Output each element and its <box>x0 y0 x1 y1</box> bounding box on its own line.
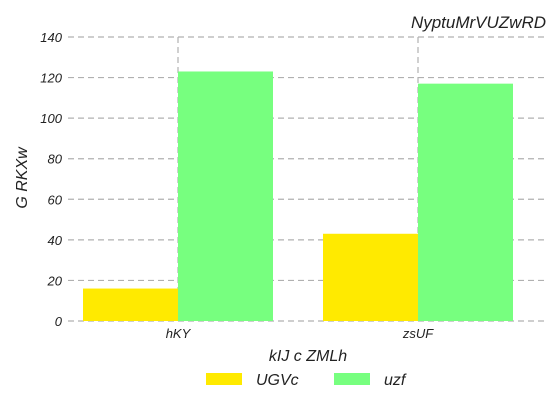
x-tick-label: zsUF <box>402 326 434 341</box>
y-tick-label: 60 <box>48 192 63 207</box>
legend-swatch-UGVc <box>206 373 242 385</box>
legend-label-uzf: uzf <box>384 372 407 389</box>
bar-UGVc-zsUF <box>323 233 418 321</box>
x-axis-label: kIJ c ZMLh <box>269 348 347 365</box>
legend-swatch-uzf <box>334 373 370 385</box>
y-tick-label: 80 <box>48 152 63 167</box>
y-axis-label: G RKXw <box>14 146 31 209</box>
y-axis-ticks: 0 20 40 60 80 100 120 140 <box>40 30 62 329</box>
y-tick-label: 0 <box>55 314 63 329</box>
chart-title: NyptuMrVUZwRD <box>411 13 546 32</box>
bars <box>83 71 513 322</box>
x-tick-label: hKY <box>166 326 192 341</box>
y-tick-label: 120 <box>40 71 62 86</box>
legend-label-UGVc: UGVc <box>256 372 299 389</box>
bar-UGVc-hKY <box>83 288 178 321</box>
y-tick-label: 140 <box>40 30 62 45</box>
x-axis-ticks: hKY zsUF <box>166 326 435 341</box>
y-tick-label: 100 <box>40 111 62 126</box>
y-tick-label: 40 <box>48 233 63 248</box>
bar-uzf-hKY <box>178 71 273 321</box>
bar-uzf-zsUF <box>418 83 513 322</box>
legend: UGVc uzf <box>206 372 407 389</box>
y-tick-label: 20 <box>47 273 63 288</box>
